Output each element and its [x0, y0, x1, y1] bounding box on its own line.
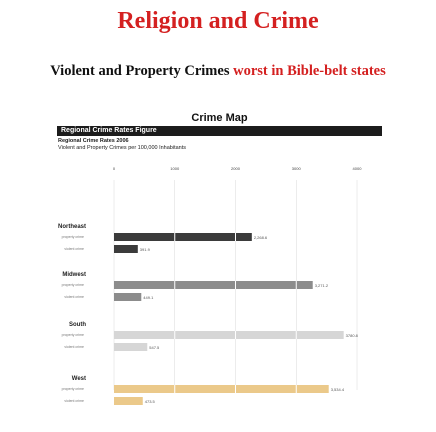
x-tick-label: 2000: [231, 166, 241, 171]
bar: [114, 233, 252, 241]
x-tick-label: 3000: [292, 166, 302, 171]
rates-description: Violent and Property Crimes per 100,000 …: [58, 144, 187, 151]
bar: [114, 397, 143, 405]
data-label: 2,268.6: [254, 235, 268, 240]
series-label: property crime: [62, 333, 84, 337]
figure-bar-label: Regional Crime Rates Figure: [61, 127, 157, 134]
bar: [114, 385, 329, 393]
bar: [114, 281, 313, 289]
subtitle-highlight: worst in Bible-belt states: [233, 63, 386, 79]
bar: [114, 331, 344, 339]
x-tick-label: 4000: [353, 166, 363, 171]
subtitle-plain: Violent and Property Crimes: [50, 63, 230, 79]
x-tick-label: 0: [113, 166, 116, 171]
data-label: 449.1: [143, 295, 154, 300]
bar: [114, 245, 138, 253]
region-label: Midwest: [62, 272, 86, 278]
rates-caption: Regional Crime Rates 2006 Violent and Pr…: [58, 138, 186, 151]
bar: [114, 293, 142, 301]
data-label: 3,271.2: [315, 283, 329, 288]
data-label: 3,534.4: [331, 387, 345, 392]
series-label: property crime: [62, 387, 84, 391]
series-label: violent crime: [64, 399, 84, 403]
figure-bar: Regional Crime Rates Figure: [57, 126, 382, 136]
data-label: 547.5: [149, 345, 160, 350]
page-title: Religion and Crime: [117, 8, 319, 34]
data-label: 391.9: [140, 247, 151, 252]
region-label: Northeast: [58, 224, 86, 230]
page-subtitle: Violent and Property Crimes worst in Bib…: [0, 63, 436, 80]
bar: [114, 343, 148, 351]
crime-map-title: Crime Map: [191, 112, 248, 124]
data-label: 3780.8: [346, 333, 359, 338]
region-label: West: [72, 376, 86, 382]
rates-title: Regional Crime Rates 2006: [58, 138, 129, 144]
region-label: South: [69, 322, 86, 328]
x-tick-label: 1000: [170, 166, 180, 171]
series-label: violent crime: [64, 247, 84, 251]
series-label: violent crime: [64, 345, 84, 349]
series-label: property crime: [62, 283, 84, 287]
series-label: property crime: [62, 235, 84, 239]
data-label: 473.5: [145, 399, 156, 404]
series-label: violent crime: [64, 295, 84, 299]
